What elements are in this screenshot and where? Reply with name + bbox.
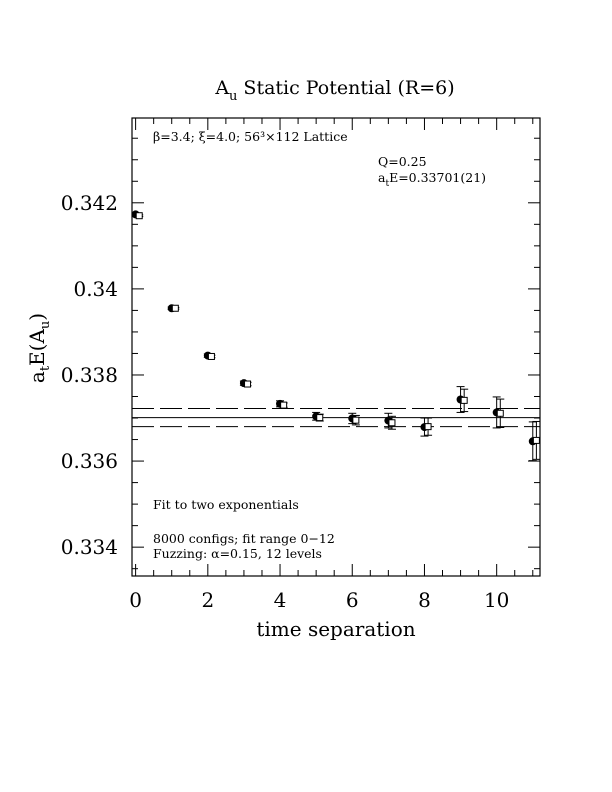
- chart-title: Au Static Potential (R=6): [214, 77, 454, 104]
- title-main: A: [214, 77, 229, 99]
- axis-ticks: [132, 118, 540, 576]
- x-tick-label: 8: [418, 588, 431, 612]
- x-tick-label: 6: [346, 588, 359, 612]
- y-label-sub2: u: [38, 321, 53, 329]
- y-tick-label: 0.336: [61, 449, 118, 473]
- title-subscript: u: [229, 89, 237, 104]
- y-label-main: a: [25, 371, 49, 383]
- energy-main: a: [378, 170, 386, 185]
- x-tick-label: 2: [201, 588, 214, 612]
- x-tick-labels: 0 2 4 6 8 10: [129, 588, 509, 612]
- x-axis-label: time separation: [256, 617, 415, 641]
- data-point-square: [532, 436, 540, 444]
- data-points: [131, 210, 541, 462]
- energy-rest: E=0.33701(21): [389, 170, 486, 185]
- y-label-end: ): [25, 313, 49, 321]
- data-point-square: [424, 423, 432, 431]
- data-point-square: [207, 352, 215, 360]
- energy-subscript: t: [385, 179, 389, 189]
- x-tick-label: 0: [129, 588, 142, 612]
- y-label-sub1: t: [38, 365, 53, 371]
- data-point-square: [280, 401, 288, 409]
- y-tick-label: 0.334: [61, 535, 118, 559]
- y-tick-labels: 0.334 0.336 0.338 0.34 0.342: [61, 191, 118, 559]
- annotation-lattice: β=3.4; ξ=4.0; 56³×112 Lattice: [153, 129, 348, 144]
- title-rest: Static Potential (R=6): [243, 77, 454, 99]
- data-point-square: [388, 419, 396, 427]
- plot-frame: [131, 117, 541, 577]
- fit-band: [132, 408, 540, 428]
- annotation-fuzzing: Fuzzing: α=0.15, 12 levels: [153, 546, 322, 561]
- x-tick-label: 4: [274, 588, 287, 612]
- y-tick-label: 0.34: [73, 277, 118, 301]
- y-tick-label: 0.342: [61, 191, 118, 215]
- annotation-q: Q=0.25: [378, 154, 427, 169]
- y-tick-label: 0.338: [61, 363, 118, 387]
- data-point-square: [352, 416, 360, 424]
- data-point-square: [244, 380, 252, 388]
- y-label-mid: E(A: [25, 329, 49, 366]
- data-point-square: [316, 414, 324, 422]
- data-point-square: [171, 304, 179, 312]
- data-point-square: [496, 409, 504, 417]
- annotation-configs: 8000 configs; fit range 0−12: [153, 531, 335, 546]
- annotation-energy: atE=0.33701(21): [378, 170, 486, 189]
- x-tick-label: 10: [484, 588, 509, 612]
- data-point-square: [460, 396, 468, 404]
- annotation-fit-method: Fit to two exponentials: [153, 497, 299, 512]
- data-point-square: [135, 212, 143, 220]
- y-axis-label: atE(Au): [25, 313, 53, 383]
